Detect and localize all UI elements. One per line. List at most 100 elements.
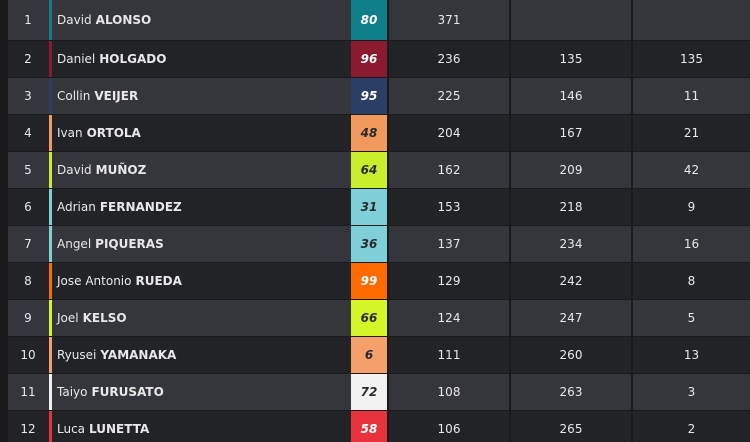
last-name: RUEDA [135,274,182,288]
column-separator [509,263,511,299]
rider-name: Adrian FERNANDEZ [57,189,182,225]
column-separator [631,337,633,373]
column-separator [509,78,511,114]
column-separator [387,78,389,114]
position: 9 [24,311,32,325]
position: 4 [24,126,32,140]
points: 225 [437,89,461,103]
position: 2 [24,52,32,66]
gap-to-previous: 8 [687,274,696,288]
rider-number: 48 [351,115,387,151]
column-separator [509,115,511,151]
standings-row[interactable]: 7 Angel PIQUERAS 36 137 234 16 [8,226,750,262]
gap-to-leader: 167 [559,126,583,140]
position: 5 [24,163,32,177]
rider-name: Ryusei YAMANAKA [57,337,176,373]
gap-to-leader: 209 [559,163,583,177]
column-separator [387,115,389,151]
gap-to-previous: 5 [687,311,696,325]
standings-row[interactable]: 4 Ivan ORTOLA 48 204 167 21 [8,115,750,151]
points: 236 [437,52,461,66]
column-separator [631,300,633,336]
gap-to-previous: 3 [687,385,696,399]
rider-number: 80 [351,0,387,40]
first-name: David [57,13,92,27]
column-separator [631,226,633,262]
column-separator [631,41,633,77]
column-separator [509,337,511,373]
gap-to-leader: 234 [559,237,583,251]
column-separator [509,411,511,442]
standings-row[interactable]: 2 Daniel HOLGADO 96 236 135 135 [8,41,750,77]
column-separator [387,337,389,373]
column-separator [387,226,389,262]
column-separator [509,41,511,77]
rider-name: Ivan ORTOLA [57,115,141,151]
first-name: Angel [57,237,92,251]
first-name: Taiyo [57,385,88,399]
position: 7 [24,237,32,251]
column-separator [631,0,633,40]
column-separator [631,189,633,225]
gap-to-leader: 265 [559,422,583,436]
rider-name: Taiyo FURUSATO [57,374,164,410]
standings-row[interactable]: 5 David MUÑOZ 64 162 209 42 [8,152,750,188]
column-separator [387,411,389,442]
column-separator [509,0,511,40]
standings-row[interactable]: 6 Adrian FERNANDEZ 31 153 218 9 [8,189,750,225]
last-name: FERNANDEZ [99,200,182,214]
column-separator [509,374,511,410]
gap-to-previous: 11 [683,89,700,103]
team-stripe [49,300,52,336]
team-stripe [49,189,52,225]
team-stripe [49,41,52,77]
gap-to-leader [511,0,631,40]
first-name: Ivan [57,126,83,140]
gap-to-previous: 9 [687,200,696,214]
standings-row[interactable]: 8 Jose Antonio RUEDA 99 129 242 8 [8,263,750,299]
column-separator [387,300,389,336]
column-separator [387,189,389,225]
rider-name: Daniel HOLGADO [57,41,166,77]
column-separator [631,115,633,151]
gap-to-leader: 247 [559,311,583,325]
rider-number: 36 [351,226,387,262]
column-separator [631,374,633,410]
team-stripe [49,411,52,442]
standings-row[interactable]: 3 Collin VEIJER 95 225 146 11 [8,78,750,114]
column-separator [631,78,633,114]
rider-number: 66 [351,300,387,336]
first-name: Collin [57,89,91,103]
first-name: Joel [57,311,79,325]
team-stripe [49,337,52,373]
last-name: MUÑOZ [95,163,147,177]
position: 1 [24,13,32,27]
column-separator [631,411,633,442]
last-name: LUNETTA [89,422,150,436]
first-name: Ryusei [57,348,97,362]
standings-row[interactable]: 1 David ALONSO 80 371 [8,0,750,40]
column-separator [387,41,389,77]
last-name: ALONSO [95,13,152,27]
points: 153 [437,200,461,214]
column-separator [387,263,389,299]
standings-row[interactable]: 9 Joel KELSO 66 124 247 5 [8,300,750,336]
rider-name: David ALONSO [57,0,151,40]
points: 124 [437,311,461,325]
column-separator [509,300,511,336]
gap-to-previous: 135 [680,52,703,66]
position: 8 [24,274,32,288]
gap-to-previous: 16 [683,237,700,251]
rider-number: 6 [351,337,387,373]
standings-row[interactable]: 11 Taiyo FURUSATO 72 108 263 3 [8,374,750,410]
team-stripe [49,152,52,188]
team-stripe [49,115,52,151]
last-name: PIQUERAS [95,237,164,251]
gap-to-leader: 218 [559,200,583,214]
rider-name: Luca LUNETTA [57,411,149,442]
position: 6 [24,200,32,214]
standings-row[interactable]: 12 Luca LUNETTA 58 106 265 2 [8,411,750,442]
standings-row[interactable]: 10 Ryusei YAMANAKA 6 111 260 13 [8,337,750,373]
last-name: VEIJER [94,89,139,103]
